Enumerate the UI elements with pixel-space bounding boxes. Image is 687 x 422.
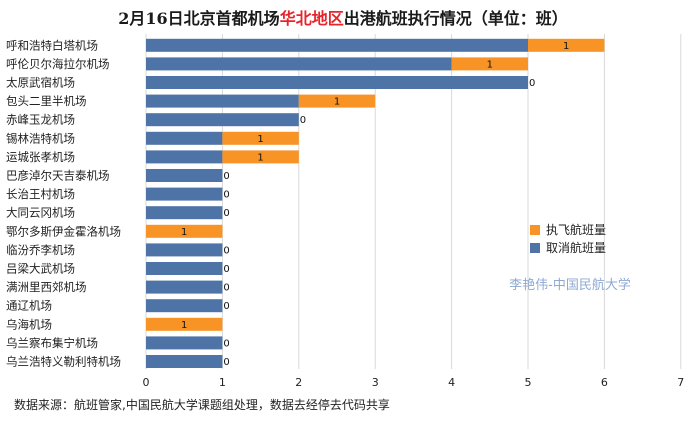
bar-cancelled (146, 206, 223, 220)
bar-cancelled (146, 150, 223, 164)
chart-title: 2月16日北京首都机场华北地区出港航班执行情况（单位：班） (118, 9, 567, 28)
bar-executed-label: 0 (223, 357, 229, 368)
bar-executed (528, 38, 605, 52)
bar-executed-label: 1 (181, 320, 187, 331)
category-label: 鄂尔多斯伊金霍洛机场 (6, 224, 121, 238)
bar-executed-label: 1 (563, 41, 569, 52)
bar-cancelled (146, 131, 223, 145)
bar-executed-label: 1 (257, 134, 263, 145)
category-label: 运城张孝机场 (6, 150, 75, 164)
category-label: 满洲里西郊机场 (6, 280, 87, 294)
bar-executed (222, 150, 299, 164)
legend-label: 执飞航班量 (546, 222, 606, 237)
category-label: 包头二里半机场 (6, 94, 87, 108)
category-label: 乌兰察布集宁机场 (6, 336, 98, 350)
bar-cancelled (146, 280, 223, 294)
bar-executed-label: 0 (223, 190, 229, 201)
x-tick-labels: 0 1 2 3 4 5 6 7 (143, 376, 685, 389)
bar-executed-label: 1 (257, 152, 263, 163)
x-tick-label: 5 (525, 376, 532, 389)
bar-executed (451, 57, 528, 71)
bar-cancelled (146, 169, 223, 182)
category-label: 太原武宿机场 (6, 76, 75, 90)
grid-lines (145, 34, 682, 369)
bar-executed-label: 0 (300, 115, 306, 126)
source-note: 数据来源：航班管家,中国民航大学课题组处理，数据去经停去代码共享 (14, 397, 390, 412)
bar-cancelled (146, 57, 452, 71)
bar-cancelled (146, 38, 528, 52)
title-suffix: 出港航班执行情况（单位：班） (344, 9, 568, 28)
category-label: 呼和浩特白塔机场 (6, 38, 98, 52)
bar-executed-label: 0 (223, 283, 229, 294)
title-highlight: 华北地区 (280, 9, 344, 28)
bar-executed (146, 317, 223, 331)
watermark: 李艳伟-中国民航大学 (509, 277, 631, 293)
category-label: 巴彦淖尔天吉泰机场 (6, 169, 110, 183)
category-label: 锡林浩特机场 (6, 131, 75, 145)
bar-cancelled (146, 94, 299, 108)
bar-executed (298, 94, 376, 108)
x-tick-label: 2 (295, 376, 302, 389)
bar-executed-label: 0 (223, 245, 229, 256)
bar-executed-label: 0 (529, 78, 535, 89)
bar-executed-label: 0 (223, 338, 229, 349)
title-prefix: 2月16日北京首都机场 (118, 9, 279, 28)
x-tick-label: 3 (372, 376, 379, 389)
bar-executed-label: 1 (181, 227, 187, 238)
bar-cancelled (146, 299, 223, 313)
x-tick-label: 6 (601, 376, 608, 389)
bars: 1 1 0 1 0 1 1 0 0 0 1 0 0 0 0 1 0 0 (146, 38, 605, 368)
bar-cancelled (146, 355, 223, 368)
category-label: 临汾乔李机场 (6, 243, 75, 257)
bar-executed-label: 0 (223, 171, 229, 182)
bar-cancelled (146, 76, 528, 89)
x-tick-label: 4 (448, 376, 455, 389)
category-labels: 呼和浩特白塔机场呼伦贝尔海拉尔机场太原武宿机场包头二里半机场赤峰玉龙机场锡林浩特… (6, 38, 121, 368)
bar-executed (222, 131, 299, 145)
bar-executed-label: 1 (487, 59, 493, 70)
category-label: 赤峰玉龙机场 (6, 113, 75, 127)
legend-swatch (530, 225, 540, 235)
legend-swatch (530, 243, 540, 253)
legend-label: 取消航班量 (546, 240, 606, 255)
bar-cancelled (146, 262, 223, 275)
x-tick-label: 7 (677, 376, 684, 389)
category-label: 乌兰浩特义勒利特机场 (6, 355, 121, 369)
category-label: 长治王村机场 (6, 187, 75, 201)
category-label: 乌海机场 (6, 317, 52, 331)
bar-executed-label: 0 (223, 208, 229, 219)
bar-executed-label: 0 (223, 264, 229, 275)
bar-cancelled (146, 243, 223, 257)
bar-cancelled (146, 113, 299, 127)
bar-executed (146, 224, 223, 238)
x-tick-label: 1 (219, 376, 226, 389)
category-label: 吕梁大武机场 (6, 262, 75, 276)
bar-executed-label: 1 (334, 97, 340, 108)
category-label: 通辽机场 (6, 299, 52, 313)
category-label: 呼伦贝尔海拉尔机场 (6, 57, 110, 71)
x-tick-label: 0 (143, 376, 150, 389)
bar-cancelled (146, 336, 223, 350)
bar-executed-label: 0 (223, 301, 229, 312)
category-label: 大同云冈机场 (6, 206, 75, 220)
bar-cancelled (146, 187, 223, 201)
